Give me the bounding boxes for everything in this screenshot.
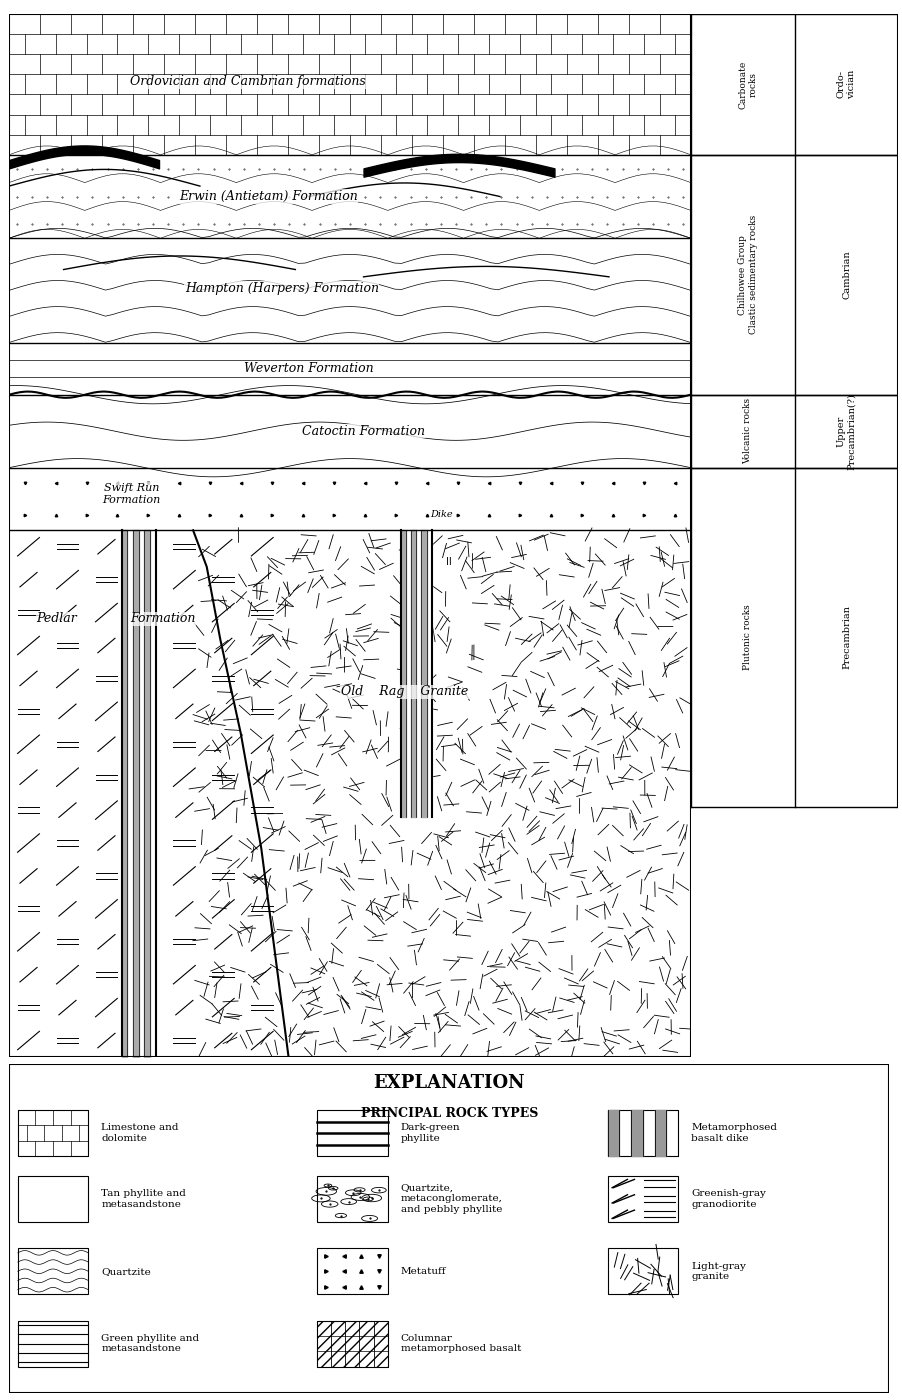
- Text: Pedlar: Pedlar: [36, 612, 77, 626]
- Text: Dike: Dike: [430, 510, 453, 519]
- Text: PRINCIPAL ROCK TYPES: PRINCIPAL ROCK TYPES: [360, 1107, 538, 1120]
- Text: Precambrian: Precambrian: [842, 605, 850, 669]
- Text: Dark-green
phyllite: Dark-green phyllite: [400, 1123, 460, 1142]
- Bar: [607, 1249, 677, 1294]
- Text: Quartzite: Quartzite: [101, 1267, 151, 1275]
- Text: Metatuff: Metatuff: [400, 1267, 446, 1275]
- Text: Hampton (Harpers) Formation: Hampton (Harpers) Formation: [185, 281, 378, 295]
- Text: EXPLANATION: EXPLANATION: [373, 1074, 524, 1092]
- Bar: [18, 1176, 88, 1222]
- Text: Metamorphosed
basalt dike: Metamorphosed basalt dike: [691, 1123, 777, 1142]
- Text: II: II: [446, 557, 451, 567]
- Text: Upper
Precambrian(?): Upper Precambrian(?): [836, 393, 855, 469]
- Text: Plutonic rocks: Plutonic rocks: [742, 605, 751, 671]
- Bar: [317, 1110, 387, 1156]
- Text: Limestone and
dolomite: Limestone and dolomite: [101, 1123, 179, 1142]
- Text: Formation: Formation: [130, 612, 195, 626]
- Bar: [18, 1320, 88, 1366]
- Text: Old    Rag    Granite: Old Rag Granite: [340, 686, 467, 699]
- Bar: [607, 1110, 677, 1156]
- Text: Cambrian: Cambrian: [842, 251, 850, 300]
- Text: Light-gray
granite: Light-gray granite: [691, 1261, 745, 1281]
- Text: Green phyllite and
metasandstone: Green phyllite and metasandstone: [101, 1334, 199, 1354]
- Text: Chilhowee Group
Clastic sedimentary rocks: Chilhowee Group Clastic sedimentary rock…: [738, 216, 757, 335]
- Text: Catoctin Formation: Catoctin Formation: [301, 424, 425, 438]
- Bar: [317, 1320, 387, 1366]
- Text: Carbonate
rocks: Carbonate rocks: [738, 60, 757, 109]
- Text: Tan phyllite and
metasandstone: Tan phyllite and metasandstone: [101, 1189, 186, 1208]
- Bar: [317, 1249, 387, 1294]
- Text: Columnar
metamorphosed basalt: Columnar metamorphosed basalt: [400, 1334, 520, 1354]
- Text: Quartzite,
metaconglomerate,
and pebbly phyllite: Quartzite, metaconglomerate, and pebbly …: [400, 1184, 502, 1214]
- Text: Erwin (Antietam) Formation: Erwin (Antietam) Formation: [179, 190, 357, 203]
- Bar: [607, 1176, 677, 1222]
- Text: Greenish-gray
granodiorite: Greenish-gray granodiorite: [691, 1189, 766, 1208]
- Bar: [317, 1320, 387, 1366]
- Text: Ordo-
vician: Ordo- vician: [836, 70, 855, 99]
- Bar: [317, 1176, 387, 1222]
- Text: Ordovician and Cambrian formations: Ordovician and Cambrian formations: [130, 76, 365, 88]
- Text: Weverton Formation: Weverton Formation: [244, 363, 373, 375]
- Text: Volcanic rocks: Volcanic rocks: [742, 398, 751, 465]
- Bar: [18, 1249, 88, 1294]
- Text: Swift Run
Formation: Swift Run Formation: [103, 483, 161, 504]
- Bar: [18, 1110, 88, 1156]
